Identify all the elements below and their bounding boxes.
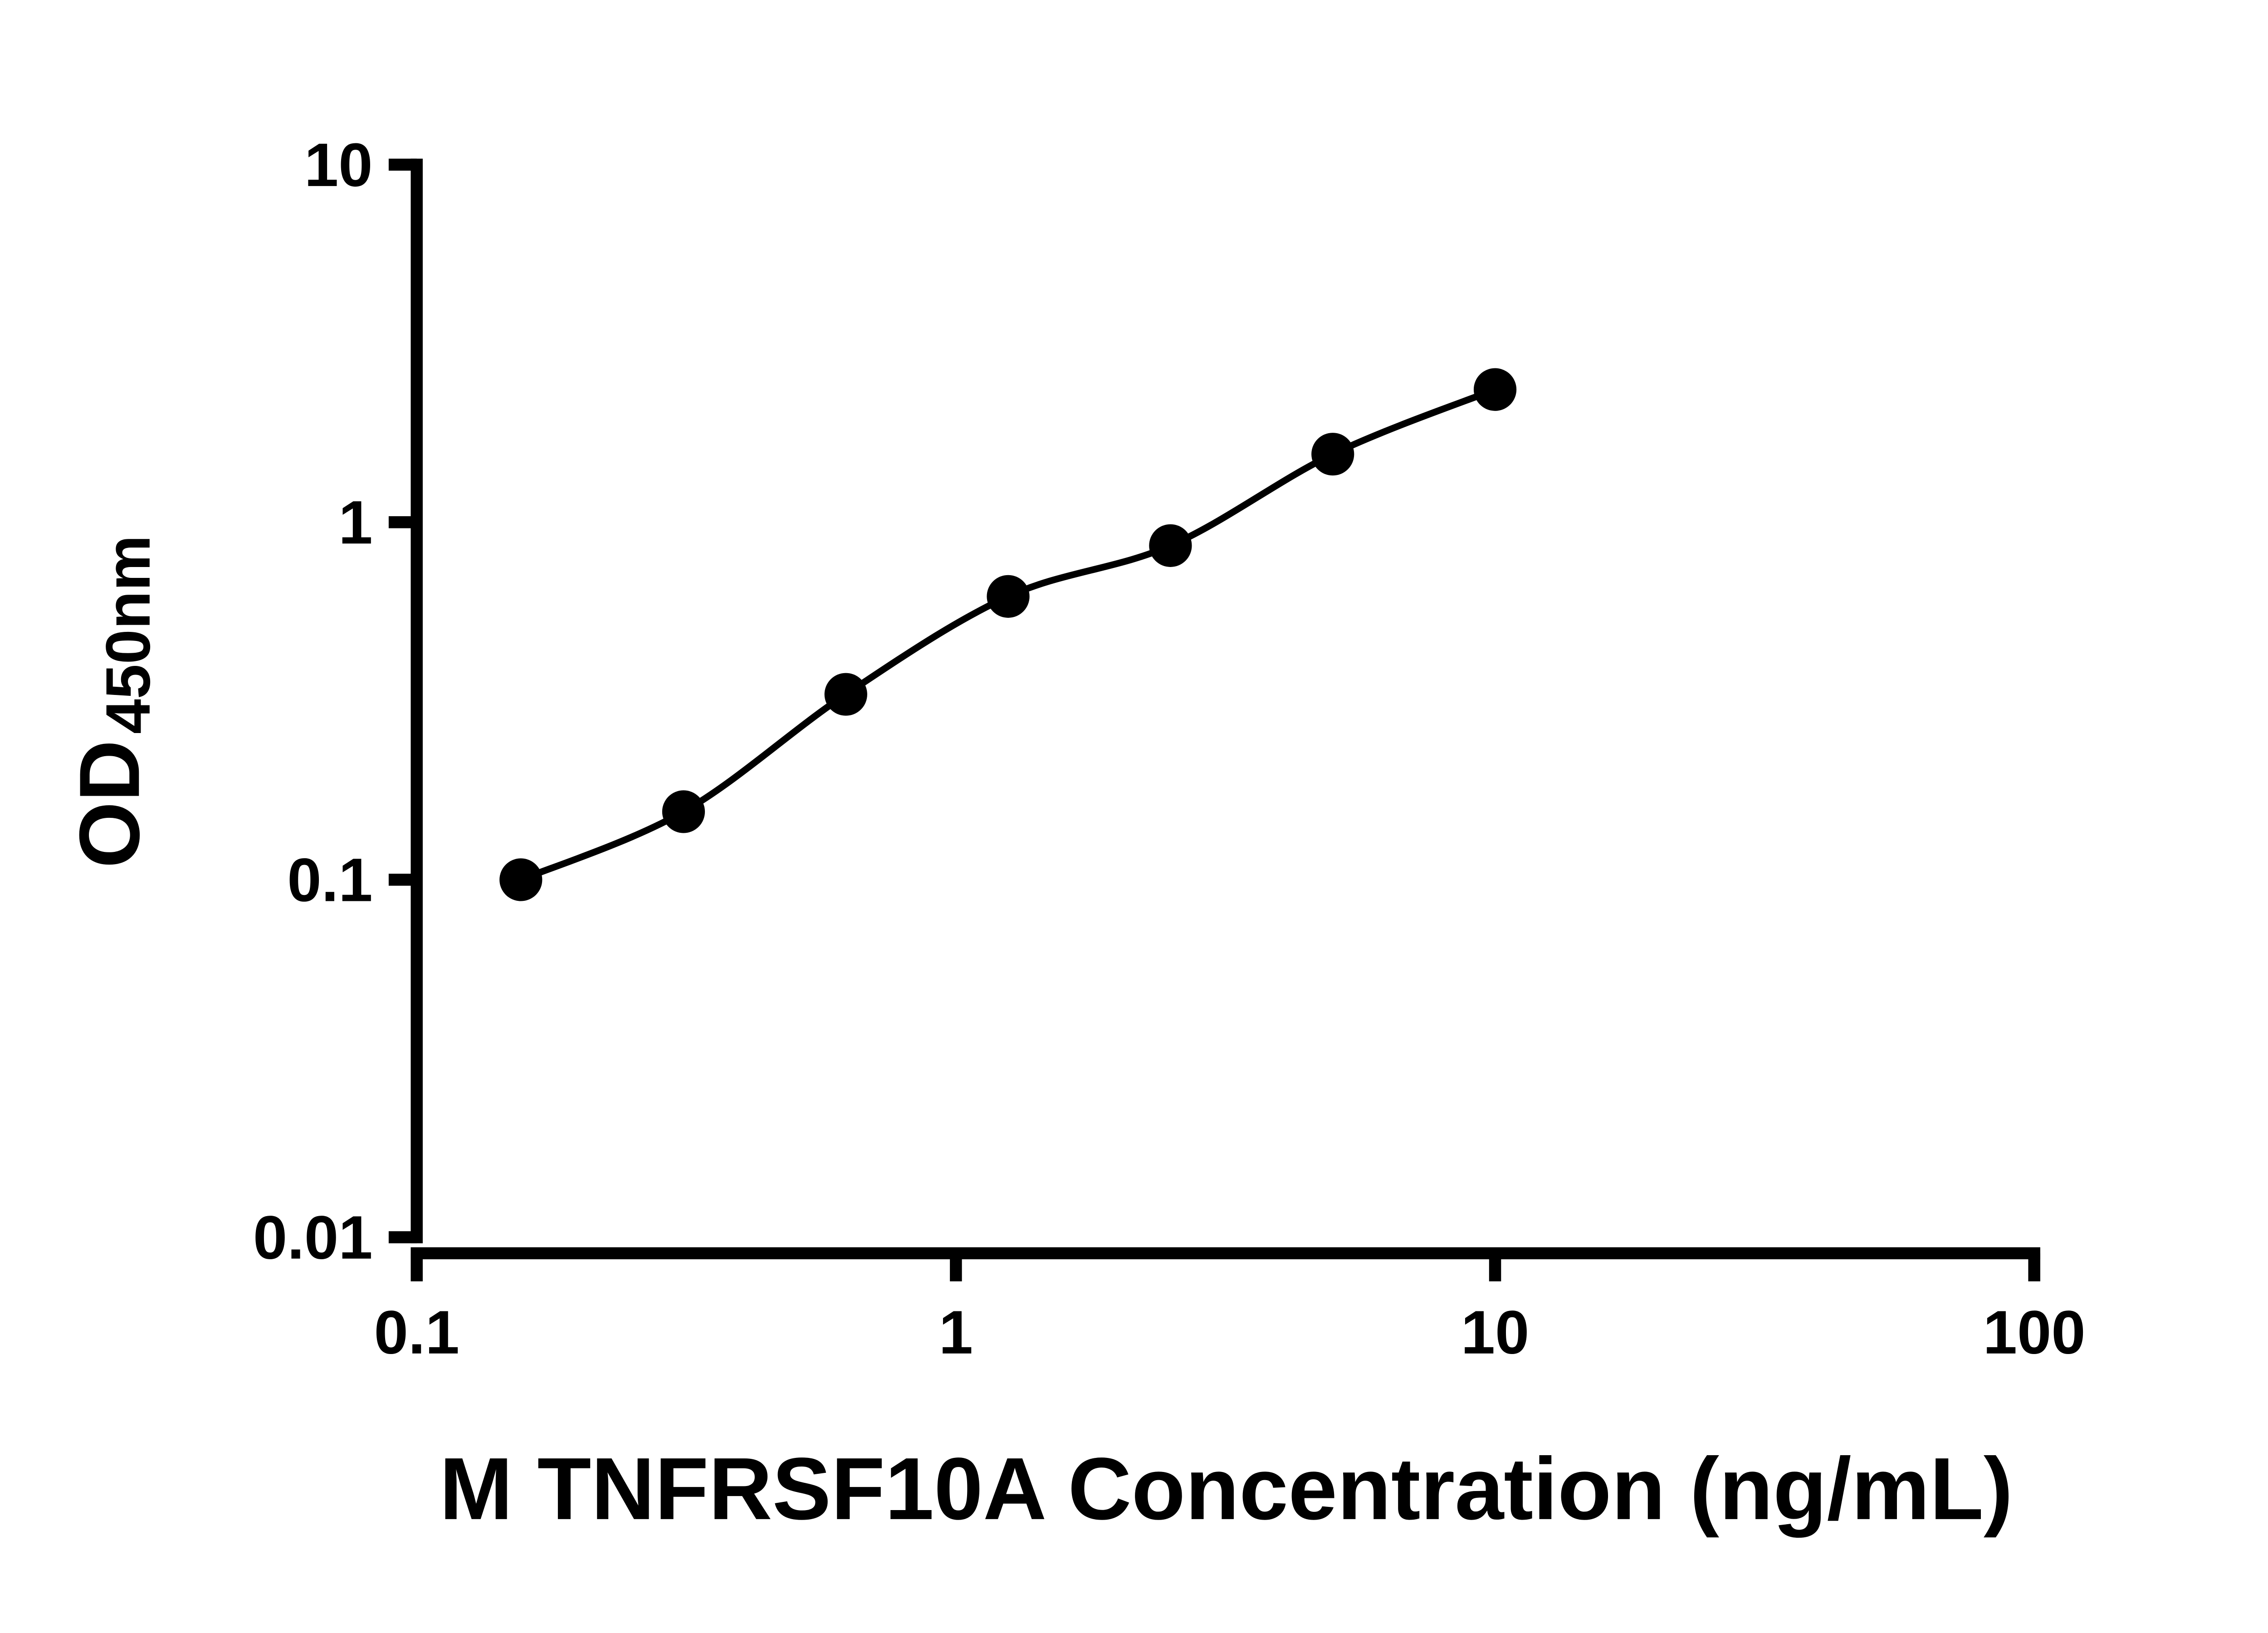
y-tick-label: 10 [304, 130, 373, 199]
y-tick-label: 1 [338, 488, 372, 557]
x-tick-label: 10 [1461, 1298, 1530, 1367]
x-axis-title: M TNFRSF10A Concentration (ng/mL) [440, 1440, 2013, 1538]
x-tick-label: 100 [1983, 1298, 2086, 1367]
x-tick-label: 0.1 [374, 1298, 459, 1367]
y-axis-title: OD 450nm [61, 535, 163, 868]
data-point [1149, 524, 1192, 567]
data-point [1311, 433, 1354, 476]
y-tick-label: 0.1 [287, 845, 372, 914]
y-axis-title-sub: 450nm [93, 535, 163, 734]
data-point [1473, 368, 1517, 411]
y-tick-label: 0.01 [253, 1203, 373, 1272]
data-point [824, 673, 867, 716]
x-tick-label: 1 [939, 1298, 973, 1367]
data-point [987, 575, 1030, 618]
data-point [499, 858, 543, 901]
data-point [662, 790, 705, 833]
y-axis-title-main: OD [61, 740, 157, 868]
